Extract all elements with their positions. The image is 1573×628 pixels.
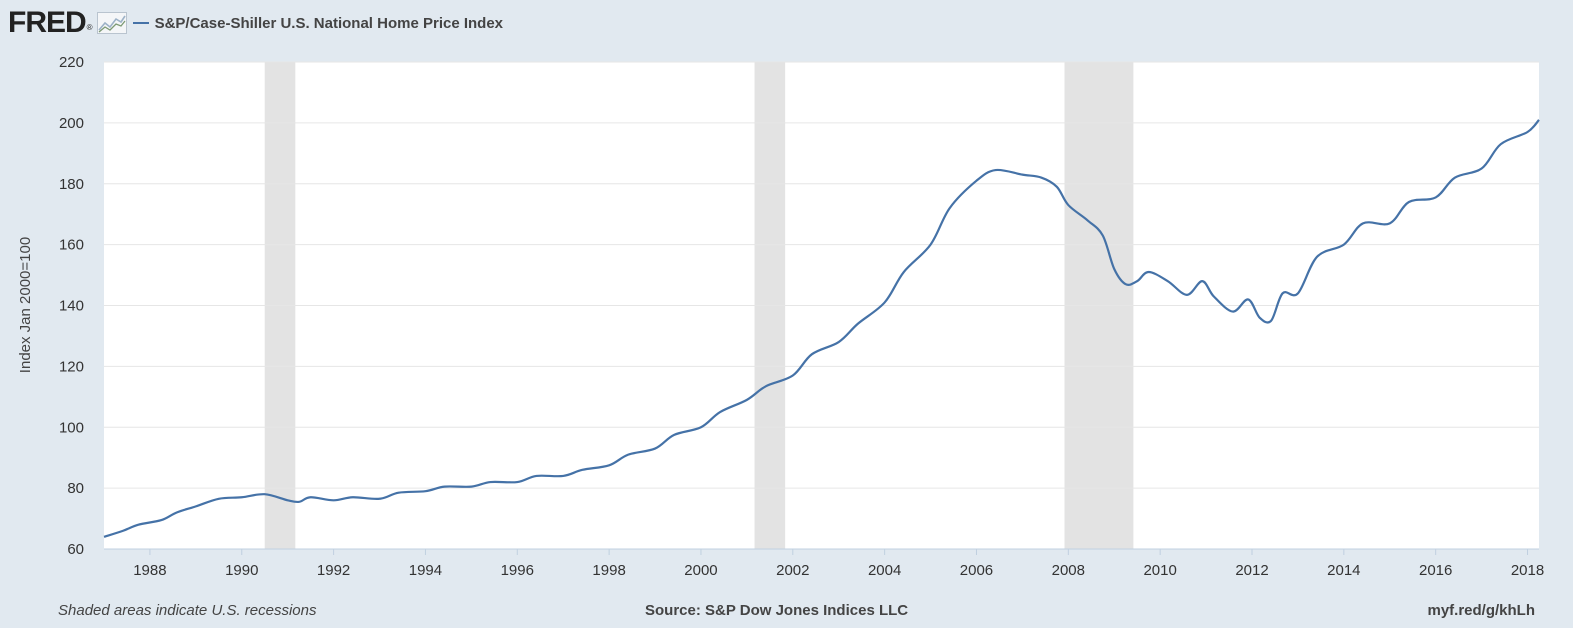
x-tick-label: 2018 bbox=[1511, 562, 1544, 579]
x-tick-label: 2010 bbox=[1143, 562, 1176, 579]
y-tick-label: 60 bbox=[67, 541, 84, 558]
x-tick-label: 2006 bbox=[960, 562, 993, 579]
y-tick-label: 160 bbox=[59, 237, 84, 254]
legend-series-swatch bbox=[132, 22, 149, 24]
gridlines bbox=[104, 61, 1539, 550]
short-link[interactable]: myf.red/g/khLh bbox=[1427, 602, 1535, 619]
x-tick-label: 2000 bbox=[684, 562, 717, 579]
x-tick-label: 2002 bbox=[776, 562, 809, 579]
fred-logo[interactable]: FRED bbox=[8, 6, 87, 39]
registered-mark: ® bbox=[86, 23, 93, 32]
y-tick-label: 200 bbox=[59, 115, 84, 132]
x-tick-label: 1990 bbox=[225, 562, 258, 579]
x-tick-label: 1988 bbox=[133, 562, 166, 579]
x-tick-label: 2004 bbox=[868, 562, 901, 579]
fred-graph-icon bbox=[96, 12, 127, 34]
x-tick-label: 2014 bbox=[1327, 562, 1360, 579]
legend: S&P/Case-Shiller U.S. National Home Pric… bbox=[132, 14, 504, 32]
x-tick-label: 2008 bbox=[1052, 562, 1085, 579]
x-tick-label: 2012 bbox=[1235, 562, 1268, 579]
x-tick-label: 1998 bbox=[592, 562, 625, 579]
y-tick-label: 100 bbox=[59, 419, 84, 436]
y-tick-label: 140 bbox=[59, 298, 84, 315]
series-line[interactable] bbox=[103, 119, 1540, 538]
x-axis-ticks: 1988 1990 1992 1994 1996 1998 2000 2002 2004 2006… bbox=[133, 549, 1544, 579]
series-layer bbox=[103, 119, 1540, 538]
source-note: Source: S&P Dow Jones Indices LLC bbox=[645, 602, 909, 619]
legend-series-label[interactable]: S&P/Case-Shiller U.S. National Home Pric… bbox=[154, 14, 504, 32]
x-tick-label: 1992 bbox=[317, 562, 350, 579]
x-tick-label: 1994 bbox=[409, 562, 442, 579]
y-axis-label: Index Jan 2000=100 bbox=[17, 237, 34, 373]
y-tick-label: 80 bbox=[67, 480, 84, 497]
x-tick-label: 1996 bbox=[501, 562, 534, 579]
y-tick-label: 220 bbox=[59, 54, 84, 71]
y-axis-ticks: 60 80 100 120 140 160 180 200 220 bbox=[59, 54, 84, 558]
y-tick-label: 120 bbox=[59, 358, 84, 375]
chart-header: FRED ® S&P/Case-Shiller U.S. National Ho… bbox=[8, 6, 503, 40]
x-tick-label: 2016 bbox=[1419, 562, 1452, 579]
recession-note: Shaded areas indicate U.S. recessions bbox=[58, 602, 317, 619]
y-tick-label: 180 bbox=[59, 176, 84, 193]
